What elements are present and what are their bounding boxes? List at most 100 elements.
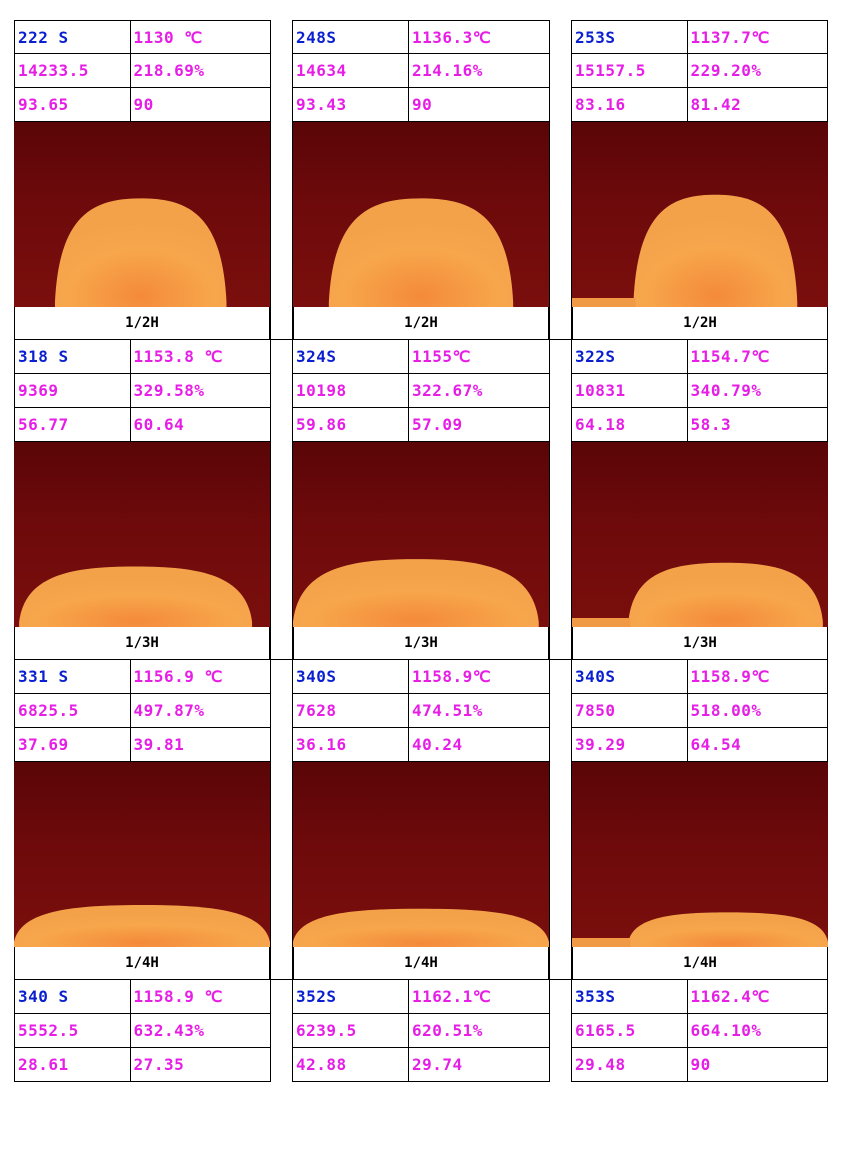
temperature-cell: 1136.3℃ <box>412 27 492 47</box>
temperature-cell: 1137.7℃ <box>690 27 770 47</box>
column-gap <box>270 307 293 340</box>
height-caption: 1/2H <box>293 307 549 340</box>
data-row: 222 S 1130 ℃ <box>14 20 270 54</box>
percentage-cell: 497.87% <box>133 701 205 720</box>
measurement-column: 340 S 1158.9 ℃ 5552.5 632.43% 28.61 27.35 <box>14 980 270 1082</box>
height-caption: 1/3H <box>14 627 270 660</box>
measurement-column: 222 S 1130 ℃ 14233.5 218.69% 93.65 90 <box>14 20 270 122</box>
angle-right-cell: 58.3 <box>690 415 732 434</box>
temperature-cell: 1158.9 ℃ <box>133 987 223 1006</box>
droplet-profile <box>293 908 549 947</box>
angle-left-cell: 36.16 <box>293 728 409 761</box>
droplet-shape <box>293 559 539 627</box>
height-caption: 1/2H <box>572 307 828 340</box>
data-row: 7628 474.51% <box>293 694 549 728</box>
droplet-shape <box>628 562 823 627</box>
data-row: 56.77 60.64 <box>14 408 270 442</box>
height-caption: 1/2H <box>14 307 270 340</box>
column-gap <box>549 340 572 442</box>
percentage-cell: 329.58% <box>133 381 205 400</box>
percentage-cell: 214.16% <box>412 61 483 80</box>
data-row: 331 S 1156.9 ℃ <box>14 660 270 694</box>
angle-left-cell: 59.86 <box>293 408 409 441</box>
angle-left-cell: 29.48 <box>572 1048 688 1081</box>
data-row: 83.16 81.42 <box>572 88 828 122</box>
area-cell: 7628 <box>293 694 409 727</box>
data-row: 322S 1154.7℃ <box>572 340 828 374</box>
data-row: 248S 1136.3℃ <box>293 20 549 54</box>
temperature-cell: 1155℃ <box>412 347 471 366</box>
percentage-cell: 620.51% <box>412 1021 483 1040</box>
temperature-cell: 1162.1℃ <box>412 987 492 1006</box>
time-cell: 324S <box>293 340 409 373</box>
angle-right-cell: 90 <box>133 95 154 114</box>
image-band <box>14 762 829 947</box>
data-row: 37.69 39.81 <box>14 728 270 762</box>
droplet-profile <box>293 559 539 627</box>
angle-right-cell: 39.81 <box>133 735 185 754</box>
droplet-image <box>572 442 828 627</box>
time-cell: 222 S <box>15 21 131 53</box>
area-cell: 15157.5 <box>572 54 688 87</box>
data-row: 93.43 90 <box>293 88 549 122</box>
time-cell: 340S <box>572 660 688 693</box>
droplet-image <box>293 122 549 307</box>
measurement-column: 353S 1162.4℃ 6165.5 664.10% 29.48 90 <box>572 980 828 1082</box>
image-band <box>14 122 829 307</box>
column-gap <box>549 980 572 1082</box>
substrate-ledge <box>572 298 636 307</box>
area-cell: 14634 <box>293 54 409 87</box>
column-gap <box>270 122 293 307</box>
droplet-image <box>572 762 828 947</box>
temperature-cell: 1130 ℃ <box>133 27 203 47</box>
droplet-image <box>293 762 549 947</box>
substrate-ledge <box>572 618 631 627</box>
area-cell: 7850 <box>572 694 688 727</box>
data-row: 353S 1162.4℃ <box>572 980 828 1014</box>
column-gap <box>270 340 293 442</box>
measurement-column: 253S 1137.7℃ 15157.5 229.20% 83.16 81.42 <box>572 20 828 122</box>
droplet-profile <box>572 562 823 627</box>
angle-left-cell: 28.61 <box>15 1048 131 1081</box>
angle-right-cell: 29.74 <box>412 1055 463 1074</box>
temperature-cell: 1156.9 ℃ <box>133 667 223 686</box>
percentage-cell: 322.67% <box>412 381 483 400</box>
measurement-column: 322S 1154.7℃ 10831 340.79% 64.18 58.3 <box>572 340 828 442</box>
angle-left-cell: 42.88 <box>293 1048 409 1081</box>
data-row: 39.29 64.54 <box>572 728 828 762</box>
column-gap <box>549 307 572 340</box>
image-band <box>14 442 829 627</box>
column-gap <box>549 20 572 122</box>
column-gap <box>270 980 293 1082</box>
data-row: 6165.5 664.10% <box>572 1014 828 1048</box>
measurement-band: 318 S 1153.8 ℃ 9369 329.58% 56.77 60.64 324S 11… <box>14 340 829 442</box>
results-sheet: 222 S 1130 ℃ 14233.5 218.69% 93.65 90 248S 1136… <box>14 20 829 1082</box>
data-row: 324S 1155℃ <box>293 340 549 374</box>
area-cell: 14233.5 <box>15 54 131 87</box>
angle-right-cell: 57.09 <box>412 415 463 434</box>
data-row: 14634 214.16% <box>293 54 549 88</box>
column-gap <box>270 20 293 122</box>
data-row: 10198 322.67% <box>293 374 549 408</box>
substrate-ledge <box>572 938 631 947</box>
data-row: 10831 340.79% <box>572 374 828 408</box>
data-row: 36.16 40.24 <box>293 728 549 762</box>
angle-right-cell: 60.64 <box>133 415 185 434</box>
data-row: 6825.5 497.87% <box>14 694 270 728</box>
data-row: 340S 1158.9℃ <box>572 660 828 694</box>
measurement-column: 248S 1136.3℃ 14634 214.16% 93.43 90 <box>293 20 549 122</box>
column-gap <box>270 947 293 980</box>
droplet-shape <box>328 198 514 307</box>
angle-right-cell: 90 <box>690 1055 711 1074</box>
data-row: 93.65 90 <box>14 88 270 122</box>
angle-left-cell: 56.77 <box>15 408 131 441</box>
time-cell: 331 S <box>15 660 131 693</box>
angle-left-cell: 93.65 <box>15 88 131 121</box>
droplet-shape <box>293 908 549 947</box>
area-cell: 6239.5 <box>293 1014 409 1047</box>
data-row: 29.48 90 <box>572 1048 828 1082</box>
column-gap <box>549 442 572 627</box>
area-cell: 5552.5 <box>15 1014 131 1047</box>
height-caption: 1/4H <box>293 947 549 980</box>
data-row: 6239.5 620.51% <box>293 1014 549 1048</box>
